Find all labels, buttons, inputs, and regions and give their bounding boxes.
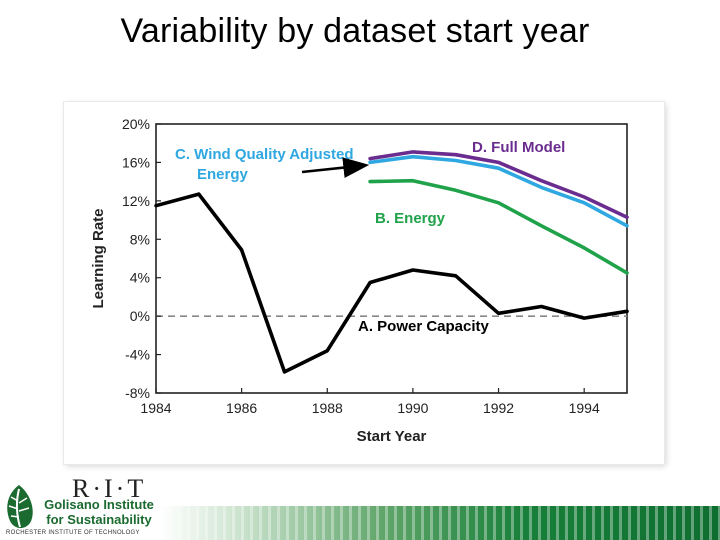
plot-frame <box>155 123 628 394</box>
y-tick-label: 4% <box>130 270 150 286</box>
annotation-wind-quality-adjusted-energy: Energy <box>197 166 249 183</box>
x-tick-label: 1994 <box>569 400 600 416</box>
annotation-power-capacity: A. Power Capacity <box>358 318 490 335</box>
institute-line-2: for Sustainability <box>46 512 152 527</box>
gis-leaf-logo-icon <box>7 485 33 529</box>
x-tick-label: 1986 <box>226 400 257 416</box>
annotation-arrow <box>301 157 370 178</box>
x-tick-label: 1984 <box>140 400 171 416</box>
series-line-full-model <box>368 150 629 219</box>
annotation-energy: B. Energy <box>375 210 446 227</box>
y-tick-label: 8% <box>130 231 150 247</box>
series-line-wind-quality-adjusted-energy <box>368 154 629 228</box>
y-tick-label: 16% <box>122 154 150 170</box>
annotation-full-model: D. Full Model <box>472 139 565 156</box>
y-tick-label: 20% <box>122 116 150 132</box>
x-axis-label: Start Year <box>357 428 427 445</box>
series-line-power-capacity <box>154 192 629 374</box>
x-tick-label: 1990 <box>397 400 428 416</box>
rit-full-name: ROCHESTER INSTITUTE OF TECHNOLOGY <box>6 530 140 536</box>
y-axis-label: Learning Rate <box>90 208 107 308</box>
chart-panel: -8% -4% 0% 4% 8% 12% 16% 20% 1984 1986 1988 1990 199… <box>64 102 664 464</box>
institute-line-1: Golisano Institute <box>44 497 154 512</box>
y-tick-label: 12% <box>122 193 150 209</box>
learning-rate-chart: -8% -4% 0% 4% 8% 12% 16% 20% 1984 1986 1988 1990 199… <box>90 116 629 445</box>
institute-name: Golisano Institute for Sustainability <box>34 497 164 527</box>
y-tick-label: -4% <box>125 347 150 363</box>
x-tick-label: 1992 <box>483 400 514 416</box>
series-line-energy <box>368 178 629 275</box>
y-tick-label: 0% <box>130 308 150 324</box>
x-tick-label: 1988 <box>312 400 343 416</box>
slide-title: Variability by dataset start year <box>120 12 590 50</box>
y-tick-label: -8% <box>125 385 150 401</box>
footer-band <box>160 506 720 540</box>
annotation-wind-quality-adjusted-energy: C. Wind Quality Adjusted <box>175 146 353 163</box>
rit-wordmark: R·I·T <box>72 474 147 503</box>
